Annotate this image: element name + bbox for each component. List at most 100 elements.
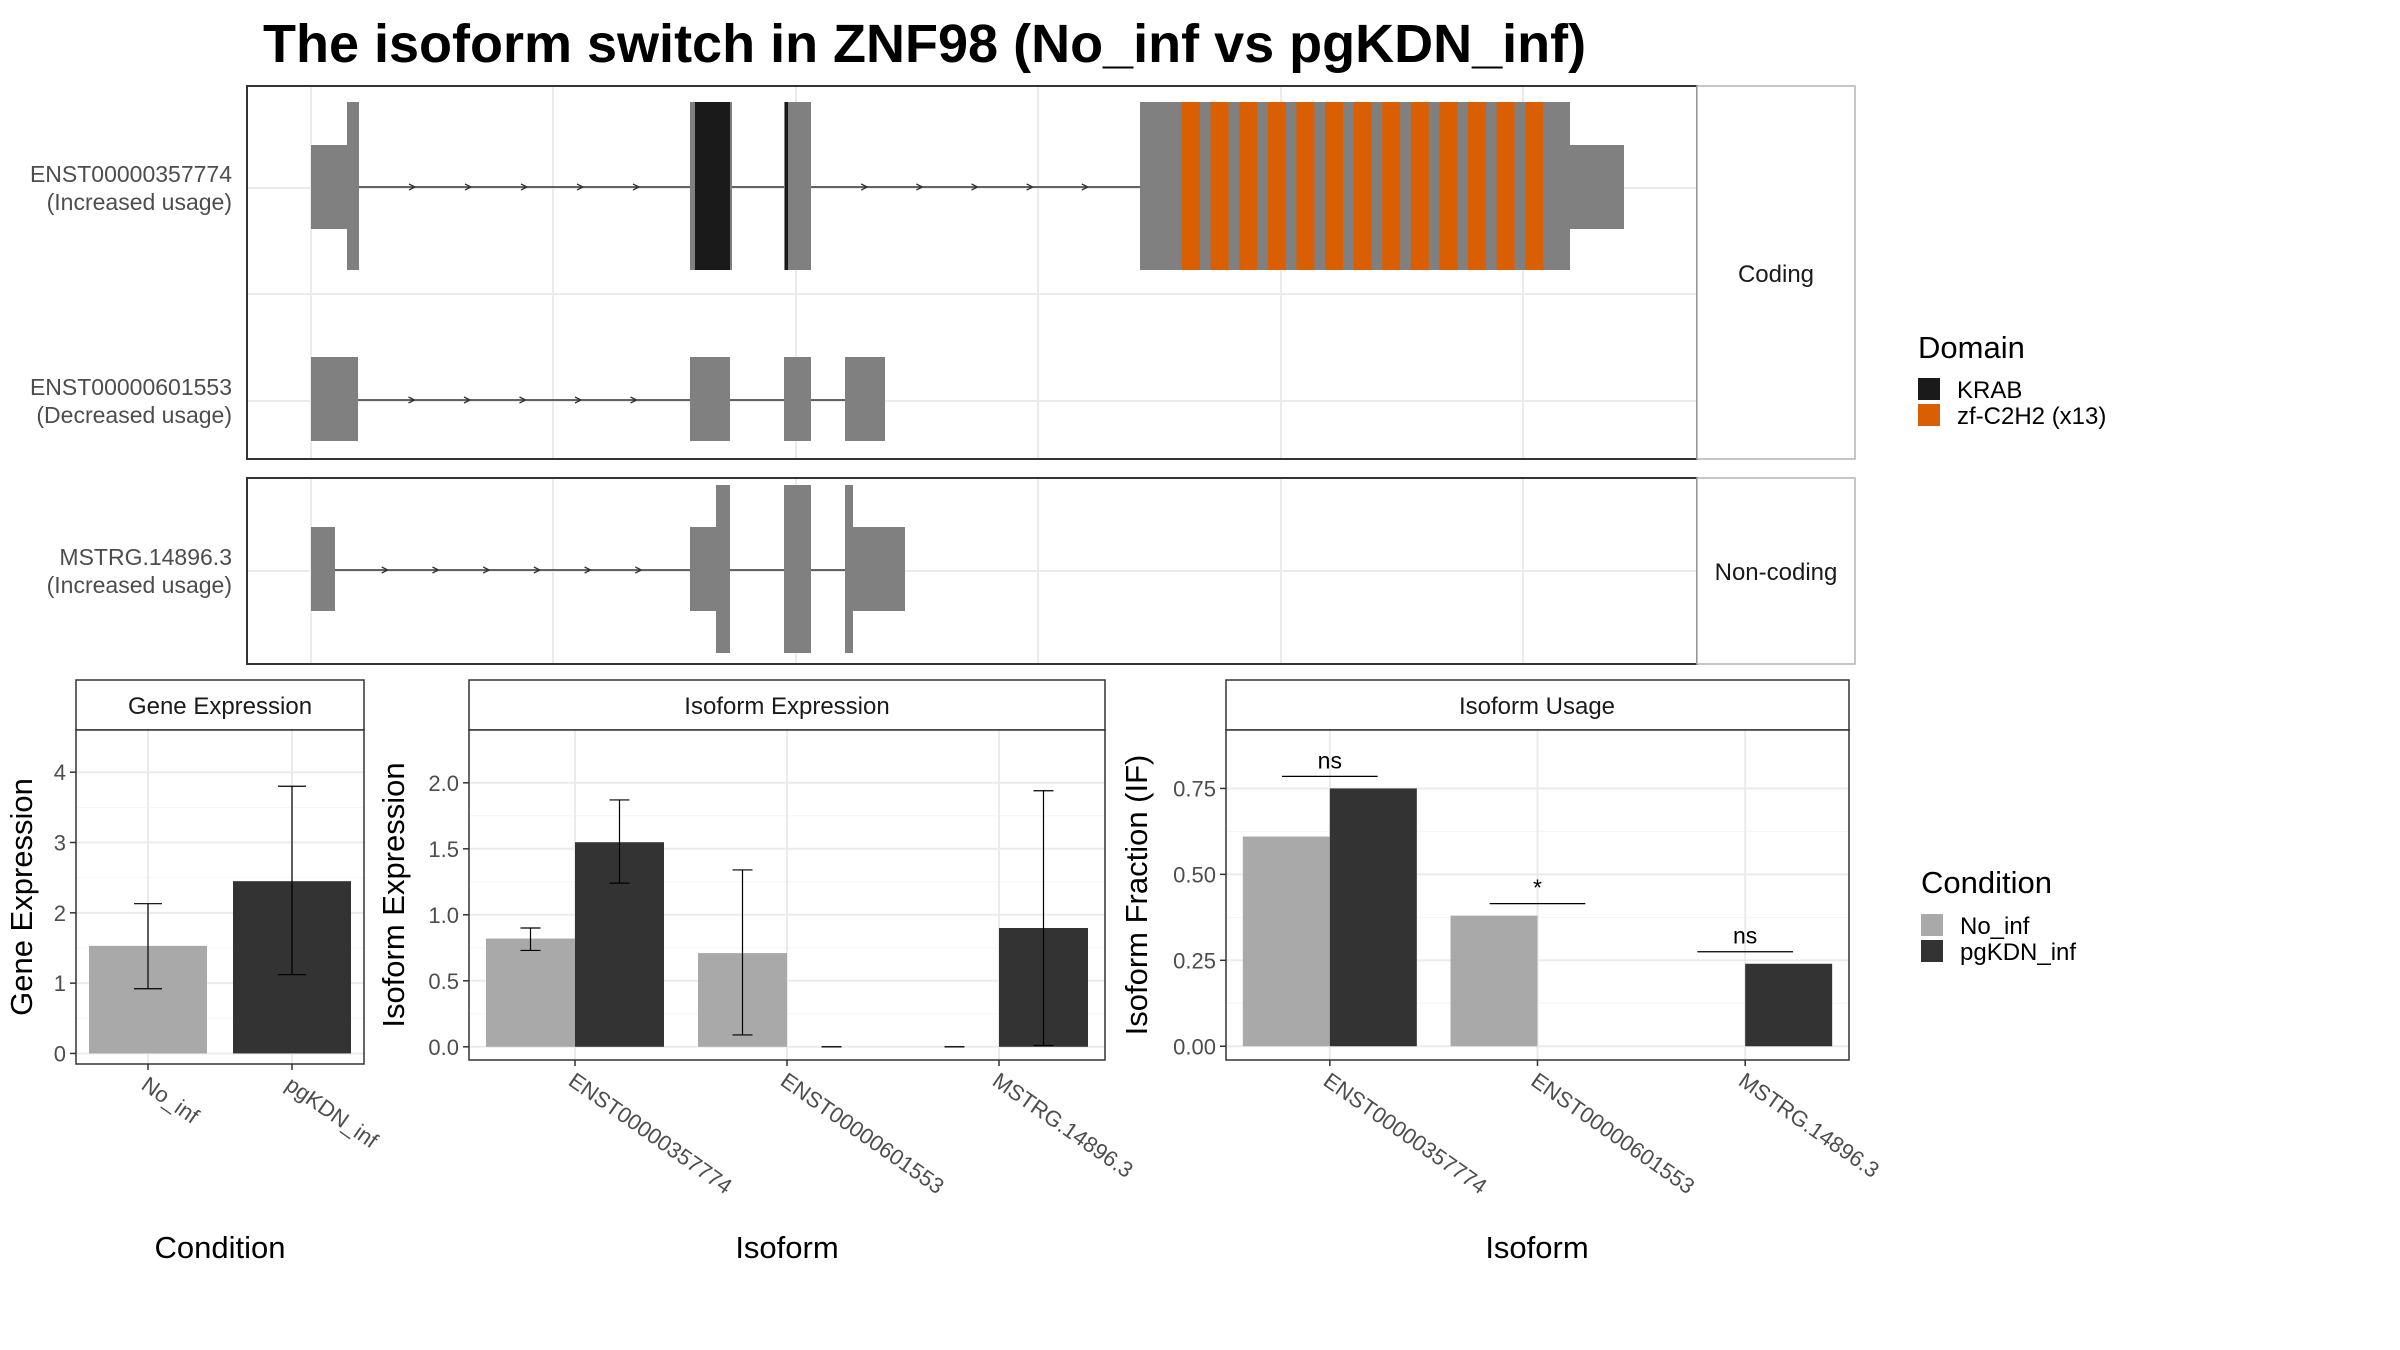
cds-exon <box>784 102 811 270</box>
legend-swatch-pgkdn-inf <box>1921 940 1943 962</box>
exon <box>311 357 358 441</box>
intron-arrow <box>630 396 638 404</box>
domain-zf-c2h2 <box>1382 102 1401 270</box>
intron-arrow <box>408 183 417 191</box>
domain-zf-c2h2 <box>1525 102 1544 270</box>
coding-strip-label: Coding <box>1738 261 1814 288</box>
legend-label-zf-c2h2: zf-C2H2 (x13) <box>1957 403 2106 430</box>
legend-swatch-no-inf <box>1921 914 1943 936</box>
x-tick-label: MSTRG.14896.3 <box>988 1068 1138 1183</box>
bar-no-inf <box>1242 836 1330 1047</box>
gene-expression-strip-label: Gene Expression <box>128 693 312 720</box>
y-tick-label: 1.0 <box>428 903 459 928</box>
utr-exon <box>311 527 335 611</box>
isoform-usage-strip <box>1225 679 1850 731</box>
figure-title: The isoform switch in ZNF98 (No_inf vs p… <box>263 14 1586 74</box>
x-tick-label: ENST00000601553 <box>1527 1068 1700 1199</box>
domain-zf-c2h2 <box>1210 102 1229 270</box>
utr-exon <box>311 145 347 229</box>
intron-arrow <box>520 183 529 191</box>
x-tick-label: ENST00000601553 <box>776 1068 949 1199</box>
domain-zf-c2h2 <box>1439 102 1458 270</box>
domain-legend-title: Domain <box>1918 330 2025 365</box>
bar-no-inf <box>486 938 575 1047</box>
gene-expression-border <box>75 729 365 1065</box>
utr-exon <box>853 527 905 611</box>
gene-expression-y-title: Gene Expression <box>4 778 39 1016</box>
transcript-tracks <box>311 102 1624 653</box>
bar-pgkdn-inf <box>1745 963 1833 1047</box>
x-tick-label: No_inf <box>137 1072 204 1129</box>
exon <box>845 357 885 441</box>
y-tick-label: 0.0 <box>428 1035 459 1060</box>
intron-arrow <box>533 566 542 574</box>
utr-exon <box>1568 145 1624 229</box>
utr-exon <box>690 527 716 611</box>
x-tick-label: MSTRG.14896.3 <box>1734 1068 1884 1183</box>
isoform-usage-border <box>1225 729 1850 1061</box>
gene-expression-strip <box>75 679 365 731</box>
domain-zf-c2h2 <box>1468 102 1486 270</box>
isoform-label-enst357774: ENST00000357774 <box>30 161 232 187</box>
legend-label-pgkdn-inf: pgKDN_inf <box>1960 939 2076 966</box>
isoform-expression-y-title: Isoform Expression <box>376 762 411 1027</box>
y-tick-label: 2 <box>54 901 66 926</box>
legend-swatch-krab <box>1918 378 1940 400</box>
significance-label: ns <box>1733 923 1757 949</box>
condition-legend-title: Condition <box>1921 865 2052 900</box>
isoform-expression-marks: 0.0 0.5 1.0 1.5 2.0 ENST00000357774 ENST000006… <box>428 730 1138 1199</box>
isoform-usage-strip-label: Isoform Usage <box>1459 693 1615 720</box>
cds-exon <box>347 102 359 270</box>
isoform-expression-strip-label: Isoform Expression <box>684 693 889 720</box>
gene-expression-x-title: Condition <box>155 1230 286 1265</box>
noncoding-strip-label: Non-coding <box>1715 559 1838 586</box>
intron-arrow <box>464 183 473 191</box>
legend-label-no-inf: No_inf <box>1960 913 2030 940</box>
y-tick-label: 0 <box>54 1041 66 1066</box>
intron-arrow <box>971 183 979 191</box>
y-tick-label: 0.5 <box>428 969 459 994</box>
domain-legend: Domain KRAB zf-C2H2 (x13) <box>1918 330 2106 430</box>
y-tick-label: 0.25 <box>1173 948 1216 973</box>
domain-zf-c2h2 <box>1182 102 1200 270</box>
transcript-structure-panel: Coding Non-coding ENST00000357774 (Incre… <box>30 85 1856 665</box>
bar-no-inf <box>1450 915 1538 1047</box>
isoform-label-enst601553: ENST00000601553 <box>30 374 232 400</box>
domain-zf-c2h2 <box>1325 102 1343 270</box>
isoform-usage-enst601553: (Decreased usage) <box>36 402 232 428</box>
exon <box>784 357 811 441</box>
cds-exon <box>716 485 730 653</box>
isoform-usage-y-title: Isoform Fraction (IF) <box>1119 755 1154 1036</box>
intron-arrow <box>432 566 440 574</box>
domain-zf-c2h2 <box>1267 102 1286 270</box>
legend-swatch-zf-c2h2 <box>1918 404 1940 426</box>
intron-arrow <box>408 396 416 404</box>
intron-arrow <box>576 183 585 191</box>
domain-zf-c2h2 <box>1239 102 1258 270</box>
y-tick-label: 1.5 <box>428 837 459 862</box>
cds-exon <box>845 485 853 653</box>
isoform-expression-strip <box>468 679 1106 731</box>
intron-arrow <box>381 566 390 574</box>
domain-krab <box>785 102 788 270</box>
gene-expression-panel: Gene Expression 0 1 2 3 4 No_inf pgKDN_inf Con… <box>4 679 383 1265</box>
isoform-expression-x-title: Isoform <box>735 1230 838 1265</box>
domain-zf-c2h2 <box>1496 102 1515 270</box>
domain-zf-c2h2 <box>1353 102 1372 270</box>
y-tick-label: 0.75 <box>1173 776 1216 801</box>
domain-zf-c2h2 <box>1296 102 1315 270</box>
condition-legend: Condition No_inf pgKDN_inf <box>1921 865 2076 966</box>
intron-arrow <box>482 566 491 574</box>
y-tick-label: 0.50 <box>1173 862 1216 887</box>
y-tick-label: 4 <box>54 760 66 785</box>
y-tick-label: 2.0 <box>428 771 459 796</box>
bar-pgkdn-inf <box>1329 788 1417 1047</box>
intron-arrow <box>463 396 472 404</box>
intron-arrow <box>916 183 924 191</box>
legend-label-krab: KRAB <box>1957 377 2022 404</box>
intron-arrow <box>574 396 583 404</box>
x-tick-label: ENST00000357774 <box>564 1068 737 1199</box>
y-tick-label: 0.00 <box>1173 1034 1216 1059</box>
cds-exon <box>784 485 811 653</box>
